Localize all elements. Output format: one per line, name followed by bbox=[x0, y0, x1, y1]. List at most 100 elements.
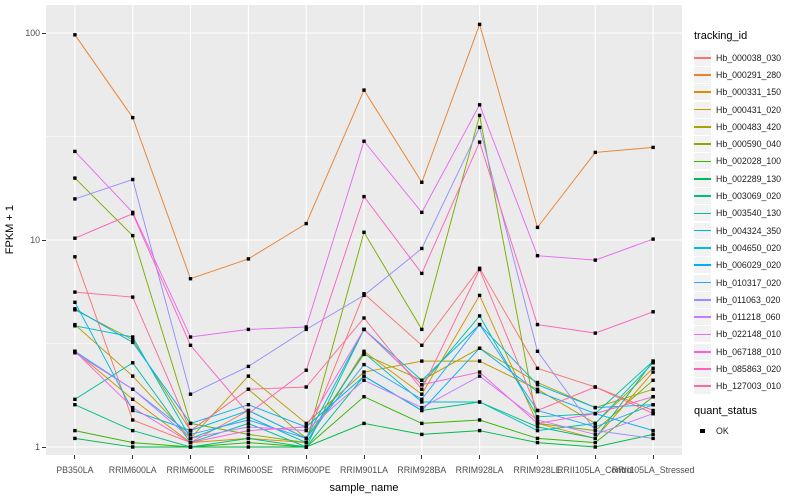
legend-item-Hb_000038_030: Hb_000038_030 bbox=[694, 49, 781, 66]
legend-key-swatch bbox=[694, 274, 711, 291]
data-point bbox=[188, 445, 193, 449]
legend-key-swatch bbox=[694, 136, 711, 153]
data-point bbox=[131, 295, 135, 299]
x-tick-label: RRIM600SE bbox=[223, 465, 273, 475]
data-point bbox=[477, 374, 482, 378]
plot-canvas bbox=[46, 5, 682, 455]
data-point bbox=[246, 403, 251, 407]
x-tick-label: RRIM600LA bbox=[108, 465, 157, 475]
legend-title-tracking-id: tracking_id bbox=[694, 30, 748, 42]
data-point bbox=[593, 150, 597, 155]
data-point bbox=[420, 210, 424, 215]
y-tick-label: 100 bbox=[25, 27, 40, 38]
data-point bbox=[535, 254, 540, 258]
data-point bbox=[131, 115, 135, 120]
data-point bbox=[477, 125, 482, 130]
legend-item-Hb_022148_010: Hb_022148_010 bbox=[694, 326, 781, 343]
legend-key-line bbox=[694, 298, 711, 301]
data-point bbox=[246, 374, 251, 378]
x-tick-mark bbox=[190, 455, 191, 459]
data-point bbox=[246, 387, 251, 391]
data-point bbox=[477, 22, 482, 27]
data-point bbox=[304, 325, 308, 329]
gridlines-major bbox=[46, 5, 682, 455]
data-point bbox=[477, 418, 482, 422]
data-point bbox=[246, 418, 251, 422]
legend-key-swatch bbox=[694, 222, 711, 239]
data-point bbox=[73, 176, 77, 180]
data-point bbox=[593, 331, 597, 335]
legend-title-quant-status: quant_status bbox=[694, 404, 757, 417]
legend-key-swatch bbox=[694, 84, 711, 101]
data-point bbox=[304, 440, 308, 445]
data-point bbox=[131, 177, 135, 182]
legend-key-line bbox=[694, 143, 711, 145]
y-tick-mark bbox=[42, 32, 46, 34]
legend-key-line bbox=[694, 212, 711, 215]
data-point bbox=[246, 408, 251, 413]
legend-item-Hb_085863_020: Hb_085863_020 bbox=[694, 360, 781, 377]
data-point bbox=[535, 425, 540, 429]
data-point bbox=[73, 307, 77, 311]
x-tick-mark bbox=[74, 455, 76, 459]
data-point bbox=[593, 436, 597, 441]
x-tick-mark bbox=[247, 455, 249, 459]
x-tick-label: RRIM600PE bbox=[281, 465, 331, 475]
legend-item-Hb_010317_020: Hb_010317_020 bbox=[694, 274, 781, 291]
legend-key-line bbox=[694, 74, 711, 76]
legend: tracking_id Hb_000038_030 Hb_000291_280 Hb… bbox=[694, 30, 781, 439]
data-point bbox=[304, 428, 308, 433]
legend-key-line bbox=[694, 177, 711, 180]
data-point bbox=[651, 428, 655, 433]
legend-item-label: Hb_000431_020 bbox=[716, 104, 782, 115]
legend-item-Hb_002028_100: Hb_002028_100 bbox=[694, 153, 781, 170]
data-point bbox=[73, 290, 77, 294]
data-point bbox=[246, 436, 251, 441]
data-point bbox=[188, 343, 193, 347]
y-tick-label: 10 bbox=[30, 234, 40, 245]
data-point bbox=[477, 314, 482, 318]
data-point bbox=[420, 392, 424, 396]
data-point bbox=[131, 397, 135, 401]
data-point bbox=[593, 440, 597, 445]
data-point bbox=[362, 374, 366, 378]
data-point bbox=[304, 436, 308, 441]
data-point bbox=[535, 418, 540, 422]
data-point bbox=[73, 324, 77, 328]
data-point bbox=[73, 236, 77, 240]
legend-item-label: Hb_003540_130 bbox=[716, 208, 782, 219]
legend-item-Hb_011063_020: Hb_011063_020 bbox=[694, 291, 781, 308]
data-point bbox=[362, 362, 366, 367]
data-point bbox=[246, 428, 251, 433]
data-point bbox=[362, 230, 366, 234]
data-point bbox=[420, 359, 424, 363]
legend-item-quant-ok: OK bbox=[694, 422, 781, 439]
legend-item-label: Hb_011063_020 bbox=[716, 294, 781, 305]
legend-item-Hb_011218_060: Hb_011218_060 bbox=[694, 308, 781, 326]
data-point bbox=[246, 421, 251, 426]
data-point bbox=[246, 364, 251, 369]
legend-item-label: Hb_085863_020 bbox=[716, 363, 782, 374]
data-point bbox=[73, 428, 77, 433]
data-point bbox=[477, 428, 482, 433]
legend-item-Hb_002289_130: Hb_002289_130 bbox=[694, 170, 781, 187]
legend-key-swatch bbox=[694, 153, 711, 170]
legend-key-swatch bbox=[694, 188, 711, 205]
data-point bbox=[246, 445, 251, 449]
legend-key-line bbox=[694, 368, 711, 370]
data-point bbox=[651, 361, 655, 365]
data-point bbox=[535, 225, 540, 230]
data-point bbox=[73, 33, 77, 37]
data-point bbox=[477, 400, 482, 404]
data-point bbox=[535, 383, 540, 387]
legend-item-Hb_004650_020: Hb_004650_020 bbox=[694, 239, 781, 256]
data-point bbox=[593, 425, 597, 429]
data-point bbox=[188, 428, 193, 433]
data-point bbox=[420, 180, 424, 184]
legend-key-line bbox=[694, 91, 711, 94]
legend-key-line bbox=[694, 108, 711, 111]
data-point bbox=[420, 271, 424, 276]
data-point bbox=[246, 432, 251, 437]
data-point bbox=[477, 293, 482, 298]
data-point bbox=[535, 408, 540, 413]
